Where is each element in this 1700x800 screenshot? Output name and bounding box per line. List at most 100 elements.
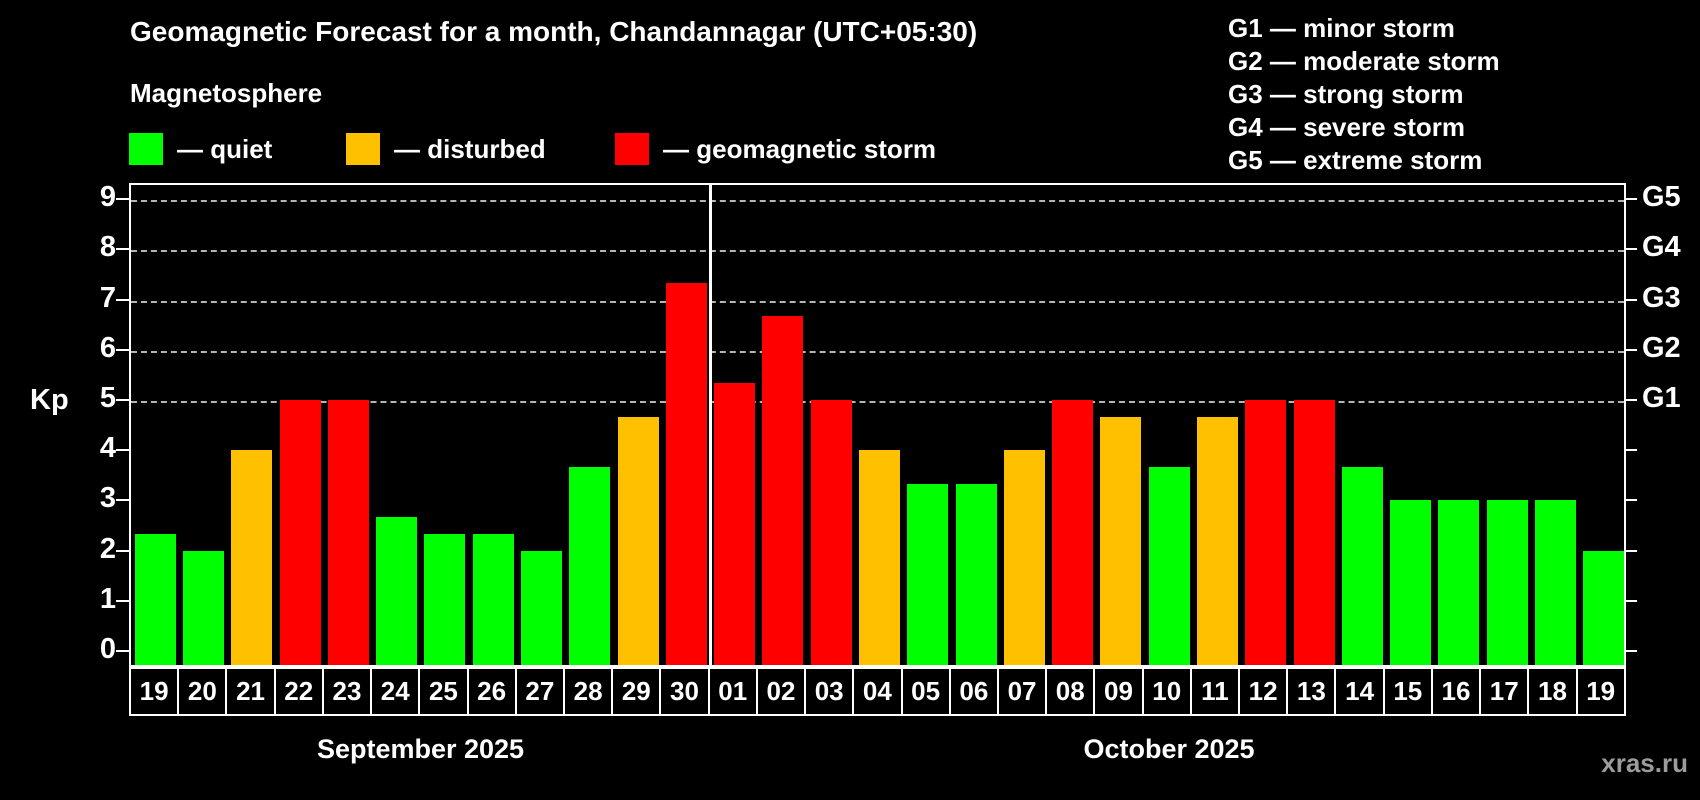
bar-day-09-oct [1100, 416, 1142, 665]
y-tick-label-1: 1 [99, 582, 116, 615]
right-tick-kp1 [1624, 599, 1637, 602]
day-box-20-sep: 20 [177, 667, 228, 716]
page-title: Geomagnetic Forecast for a month, Chanda… [130, 16, 978, 47]
bar-day-21-sep [231, 450, 273, 665]
y-tick-label-9: 9 [99, 181, 116, 214]
legend-item-disturbed: — disturbed [346, 132, 546, 166]
bar-day-08-oct [1052, 400, 1094, 665]
left-tick-kp5 [116, 399, 129, 401]
y-tick-label-3: 3 [99, 482, 116, 515]
g-axis-label-g3: G3 [1642, 281, 1681, 314]
bar-day-14-oct [1341, 466, 1383, 665]
g-axis-label-g5: G5 [1642, 181, 1681, 214]
bar-day-06-oct [955, 483, 997, 665]
left-tick-kp3 [116, 499, 129, 502]
right-tick-kp7 [1624, 298, 1637, 301]
bar-day-07-oct [1003, 450, 1045, 665]
day-box-24-sep: 24 [370, 667, 421, 716]
left-tick-kp0 [116, 650, 129, 652]
legend-item-quiet: — quiet [129, 132, 272, 166]
bar-day-19-oct [1583, 550, 1625, 665]
day-box-18-oct: 18 [1527, 667, 1578, 716]
bar-day-20-sep [182, 550, 224, 665]
day-box-13-oct: 13 [1286, 667, 1337, 716]
plot-area [129, 183, 1626, 667]
legend-item-storm: — geomagnetic storm [615, 132, 936, 166]
storm-color-swatch [615, 133, 649, 165]
quiet-color-swatch [129, 133, 163, 165]
storm-scale-legend: G1 — minor storm G2 — moderate storm G3 … [1228, 12, 1500, 177]
gridline-kp8 [131, 250, 1624, 253]
day-box-16-oct: 16 [1430, 667, 1482, 716]
right-tick-kp5 [1624, 399, 1637, 401]
bar-day-23-sep [327, 400, 369, 665]
storm-scale-legend-line-g1: G1 — minor storm [1228, 13, 1455, 43]
day-box-19-oct: 19 [1575, 667, 1626, 716]
y-tick-label-7: 7 [99, 281, 116, 314]
g-axis-label-g4: G4 [1642, 231, 1681, 264]
storm-scale-legend-line-g3: G3 — strong storm [1228, 79, 1464, 109]
day-box-23-sep: 23 [321, 667, 373, 716]
bar-day-26-sep [472, 534, 514, 665]
gridline-kp5 [131, 401, 1624, 403]
left-tick-kp6 [116, 348, 129, 351]
right-tick-kp4 [1624, 449, 1637, 452]
legend-label-quiet: — quiet [177, 133, 273, 164]
storm-scale-legend-line-g2: G2 — moderate storm [1228, 46, 1500, 76]
day-box-15-oct: 15 [1382, 667, 1433, 716]
right-tick-kp9 [1624, 198, 1637, 201]
disturbed-color-swatch [346, 133, 380, 165]
day-box-03-oct: 03 [804, 667, 855, 716]
day-box-14-oct: 14 [1334, 667, 1385, 716]
bar-day-18-oct [1535, 500, 1577, 665]
bar-day-11-oct [1197, 416, 1239, 665]
bar-day-17-oct [1486, 500, 1528, 665]
right-tick-kp8 [1624, 248, 1637, 251]
storm-scale-legend-line-g5: G5 — extreme storm [1228, 145, 1483, 175]
day-box-17-oct: 17 [1479, 667, 1530, 716]
bar-day-05-oct [907, 483, 949, 665]
chart-subtitle: Magnetosphere [130, 78, 323, 108]
right-tick-kp2 [1624, 549, 1637, 552]
day-box-28-sep: 28 [562, 667, 614, 716]
day-box-07-oct: 07 [996, 667, 1048, 716]
left-tick-kp4 [116, 449, 129, 452]
bar-day-12-oct [1245, 400, 1287, 665]
watermark: xras.ru [1601, 748, 1688, 778]
bar-day-28-sep [569, 466, 611, 665]
left-tick-kp9 [116, 198, 129, 201]
legend-label-disturbed: — disturbed [394, 133, 546, 164]
day-box-12-oct: 12 [1238, 667, 1289, 716]
month-separator-line [708, 185, 712, 665]
right-tick-kp0 [1624, 650, 1637, 652]
month-label-october: October 2025 [1083, 734, 1255, 764]
bar-day-27-sep [520, 550, 562, 665]
day-box-30-sep: 30 [659, 667, 710, 716]
gridline-kp7 [131, 300, 1624, 303]
bar-day-04-oct [859, 450, 900, 665]
day-box-26-sep: 26 [466, 667, 517, 716]
day-box-02-oct: 02 [755, 667, 807, 716]
y-tick-label-8: 8 [99, 231, 116, 264]
left-tick-kp1 [116, 599, 129, 602]
day-box-29-sep: 29 [611, 667, 662, 716]
bar-day-10-oct [1148, 466, 1190, 665]
g-axis-label-g1: G1 [1642, 382, 1681, 414]
left-tick-kp7 [116, 298, 129, 301]
bar-day-13-oct [1293, 400, 1335, 665]
day-box-04-oct: 04 [852, 667, 903, 716]
month-label-september: September 2025 [316, 734, 525, 764]
day-box-10-oct: 10 [1141, 667, 1192, 716]
bar-day-02-oct [762, 316, 804, 665]
day-box-08-oct: 08 [1045, 667, 1096, 716]
left-tick-kp8 [116, 248, 129, 251]
x-axis-day-boxes: 19 20 21 22 23 24 25 26 27 28 29 30 01 02 03 04 05 06 07 08… [129, 667, 1626, 716]
g-axis-label-g2: G2 [1642, 331, 1681, 364]
day-box-19-sep: 19 [129, 667, 180, 716]
day-box-21-sep: 21 [225, 667, 276, 716]
day-box-09-oct: 09 [1093, 667, 1144, 716]
bar-day-25-sep [424, 534, 466, 665]
bar-day-29-sep [617, 416, 659, 665]
bar-day-24-sep [376, 516, 418, 665]
